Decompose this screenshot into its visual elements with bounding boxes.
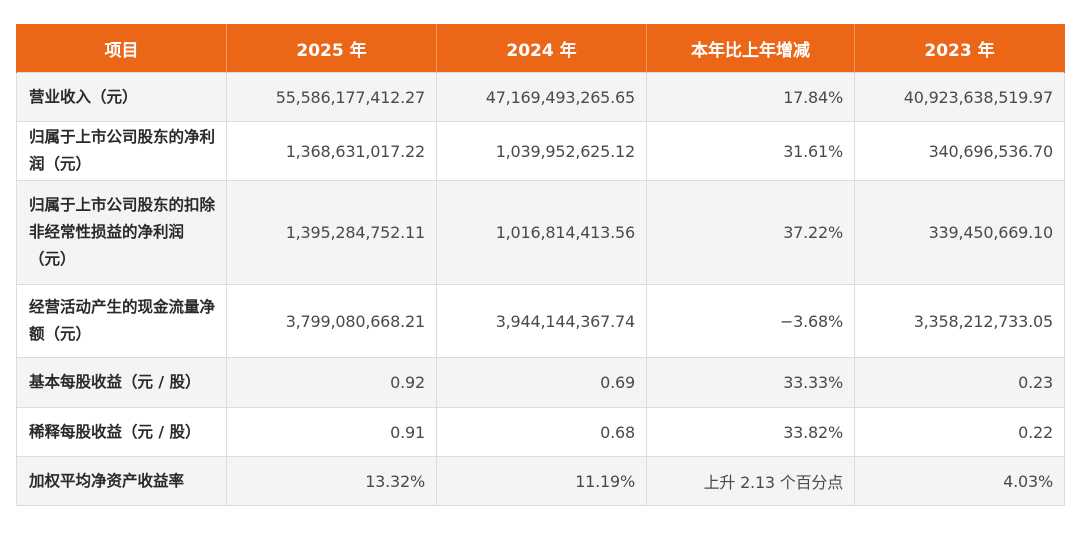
cell-change: 31.61% <box>646 121 855 181</box>
cell-2024: 0.68 <box>436 407 647 457</box>
cell-change: 33.33% <box>646 357 855 408</box>
row-label: 稀释每股收益（元 / 股） <box>16 407 227 457</box>
cell-2024: 3,944,144,367.74 <box>436 284 647 358</box>
cell-2024: 1,016,814,413.56 <box>436 180 647 285</box>
cell-2024: 47,169,493,265.65 <box>436 72 647 122</box>
cell-2023: 0.22 <box>854 407 1065 457</box>
header-item: 项目 <box>16 24 227 73</box>
cell-2025: 0.91 <box>226 407 437 457</box>
cell-2025: 55,586,177,412.27 <box>226 72 437 122</box>
row-label: 经营活动产生的现金流量净额（元） <box>16 284 227 358</box>
table-row: 归属于上市公司股东的扣除非经常性损益的净利润（元） 1,395,284,752.… <box>16 180 1065 285</box>
header-2025: 2025 年 <box>226 24 437 73</box>
cell-change: 33.82% <box>646 407 855 457</box>
cell-2023: 0.23 <box>854 357 1065 408</box>
cell-change: 17.84% <box>646 72 855 122</box>
cell-2025: 1,368,631,017.22 <box>226 121 437 181</box>
cell-2023: 4.03% <box>854 456 1065 506</box>
row-label: 加权平均净资产收益率 <box>16 456 227 506</box>
header-2023: 2023 年 <box>854 24 1065 73</box>
table-row: 营业收入（元） 55,586,177,412.27 47,169,493,265… <box>16 72 1065 122</box>
table-row: 经营活动产生的现金流量净额（元） 3,799,080,668.21 3,944,… <box>16 284 1065 358</box>
table-row: 加权平均净资产收益率 13.32% 11.19% 上升 2.13 个百分点 4.… <box>16 456 1065 506</box>
row-label: 归属于上市公司股东的净利润（元） <box>16 121 227 181</box>
table-header: 项目 2025 年 2024 年 本年比上年增减 2023 年 <box>16 24 1065 73</box>
cell-2025: 3,799,080,668.21 <box>226 284 437 358</box>
cell-2023: 3,358,212,733.05 <box>854 284 1065 358</box>
cell-2023: 40,923,638,519.97 <box>854 72 1065 122</box>
table-row: 基本每股收益（元 / 股） 0.92 0.69 33.33% 0.23 <box>16 357 1065 408</box>
table-row: 归属于上市公司股东的净利润（元） 1,368,631,017.22 1,039,… <box>16 121 1065 181</box>
financial-summary-table: 项目 2025 年 2024 年 本年比上年增减 2023 年 营业收入（元） … <box>16 24 1065 506</box>
cell-2024: 1,039,952,625.12 <box>436 121 647 181</box>
row-label: 归属于上市公司股东的扣除非经常性损益的净利润（元） <box>16 180 227 285</box>
header-row: 项目 2025 年 2024 年 本年比上年增减 2023 年 <box>16 24 1065 73</box>
financial-summary-table-wrapper: 项目 2025 年 2024 年 本年比上年增减 2023 年 营业收入（元） … <box>16 24 1065 506</box>
cell-2025: 13.32% <box>226 456 437 506</box>
header-change: 本年比上年增减 <box>646 24 855 73</box>
row-label: 营业收入（元） <box>16 72 227 122</box>
cell-2024: 11.19% <box>436 456 647 506</box>
cell-2024: 0.69 <box>436 357 647 408</box>
cell-change: 上升 2.13 个百分点 <box>646 456 855 506</box>
cell-2023: 340,696,536.70 <box>854 121 1065 181</box>
cell-change: 37.22% <box>646 180 855 285</box>
row-label: 基本每股收益（元 / 股） <box>16 357 227 408</box>
cell-change: −3.68% <box>646 284 855 358</box>
cell-2023: 339,450,669.10 <box>854 180 1065 285</box>
header-2024: 2024 年 <box>436 24 647 73</box>
cell-2025: 0.92 <box>226 357 437 408</box>
table-body: 营业收入（元） 55,586,177,412.27 47,169,493,265… <box>16 72 1065 506</box>
cell-2025: 1,395,284,752.11 <box>226 180 437 285</box>
table-row: 稀释每股收益（元 / 股） 0.91 0.68 33.82% 0.22 <box>16 407 1065 457</box>
